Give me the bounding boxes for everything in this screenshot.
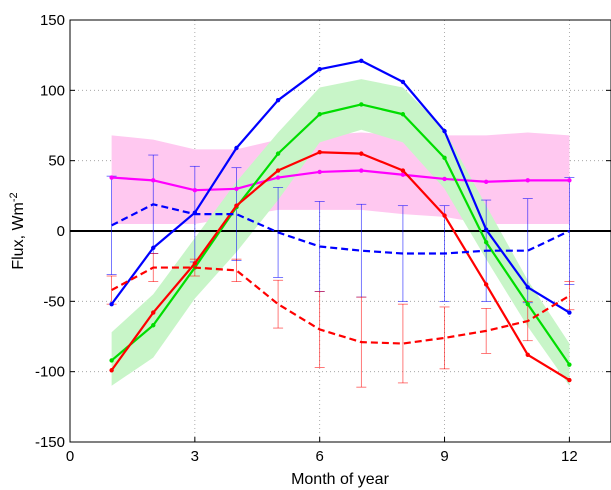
tick-labels: 0 3 6 9 12 -150 -100 -50 0 50 100 150 [35, 12, 578, 465]
data-point [442, 213, 447, 218]
y-tick-label: 150 [40, 12, 65, 29]
y-axis-label-superscript: -2 [8, 192, 20, 202]
data-point [275, 151, 281, 156]
data-point [234, 145, 239, 151]
y-axis-label-text: Flux, Wm [10, 202, 27, 270]
data-point [275, 97, 281, 103]
data-point [442, 128, 447, 134]
y-axis-label: Flux, Wm-2 [8, 192, 27, 269]
data-point [483, 282, 489, 287]
data-point [567, 178, 572, 183]
data-point [317, 67, 322, 72]
data-point [192, 188, 198, 193]
data-point [359, 102, 364, 107]
y-tick-label: -100 [35, 364, 65, 381]
series-line-dashed [111, 203, 570, 255]
x-tick-label: 12 [561, 448, 578, 465]
data-point [483, 227, 489, 232]
x-tick-label: 9 [440, 448, 448, 465]
data-point [109, 358, 114, 363]
y-tick-label: -150 [35, 434, 65, 451]
y-tick-label: 50 [48, 153, 65, 170]
x-tick-label: 3 [191, 448, 199, 465]
data-point [483, 240, 489, 245]
series-line [111, 169, 570, 192]
data-point [192, 261, 198, 266]
series-line-dashed [111, 266, 570, 345]
x-tick-label: 6 [316, 448, 324, 465]
series-line [110, 59, 570, 314]
data-point [400, 79, 406, 85]
data-point [317, 150, 322, 155]
data-point [151, 310, 156, 315]
data-point [400, 172, 406, 177]
data-point [359, 151, 364, 156]
data-point [400, 112, 406, 117]
data-point [275, 175, 281, 180]
data-point [400, 168, 406, 173]
data-point [151, 245, 156, 251]
series-line [110, 151, 570, 382]
ticks [69, 19, 611, 443]
data-point [525, 178, 530, 183]
data-point [567, 310, 572, 315]
y-tick-label: -50 [43, 293, 65, 310]
series-line [110, 103, 571, 366]
data-point [317, 112, 322, 117]
data-point [567, 377, 572, 383]
y-tick-label: 100 [40, 82, 65, 99]
data-point [442, 155, 447, 161]
data-point [151, 323, 156, 328]
data-point [525, 301, 530, 307]
data-point [359, 58, 364, 63]
x-tick-label: 0 [66, 448, 74, 465]
data-point [359, 168, 364, 173]
data-point [109, 301, 114, 307]
data-point [483, 179, 489, 184]
data-point [567, 362, 572, 367]
series-lines [109, 58, 572, 383]
x-axis-label: Month of year [291, 471, 390, 488]
data-point [151, 178, 156, 183]
data-point [525, 352, 530, 357]
data-point [525, 285, 530, 290]
data-point [275, 168, 281, 173]
y-tick-label: 0 [57, 223, 65, 240]
data-point [442, 176, 447, 182]
data-point [109, 175, 114, 180]
data-point [234, 186, 239, 191]
data-point [317, 169, 322, 175]
data-point [109, 368, 114, 373]
data-point [234, 203, 239, 208]
